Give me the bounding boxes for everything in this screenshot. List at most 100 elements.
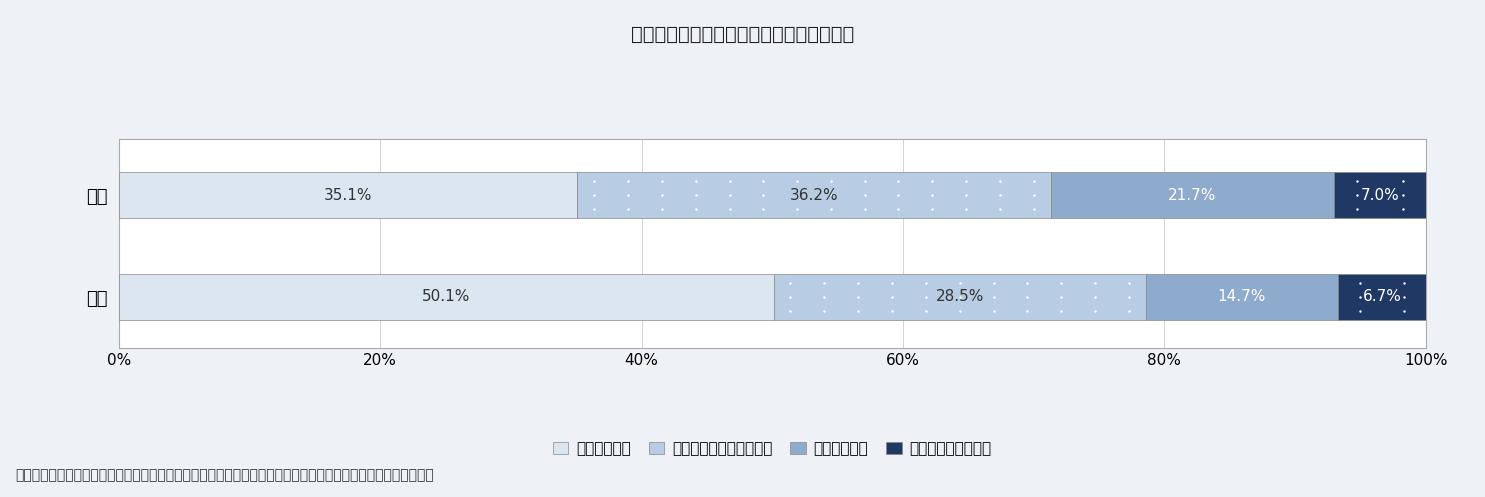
- Text: 図表５　性別にみた客観的健康状態の分布: 図表５ 性別にみた客観的健康状態の分布: [631, 25, 854, 44]
- Point: [717, 191, 741, 199]
- Text: 6.7%: 6.7%: [1362, 289, 1402, 305]
- Point: [1022, 177, 1045, 185]
- Point: [778, 307, 802, 315]
- Point: [846, 279, 870, 287]
- Point: [846, 293, 870, 301]
- Point: [650, 205, 674, 213]
- Point: [1022, 191, 1045, 199]
- Point: [1391, 205, 1415, 213]
- Point: [852, 205, 876, 213]
- Point: [1022, 205, 1045, 213]
- Point: [1391, 177, 1415, 185]
- Point: [881, 293, 904, 301]
- Point: [1348, 293, 1372, 301]
- Bar: [119, 274, 774, 320]
- Point: [955, 177, 979, 185]
- Text: 35.1%: 35.1%: [324, 188, 373, 203]
- Text: 21.7%: 21.7%: [1169, 188, 1216, 203]
- Point: [988, 205, 1011, 213]
- Point: [1348, 279, 1372, 287]
- Bar: [578, 172, 1050, 218]
- Text: 36.2%: 36.2%: [790, 188, 839, 203]
- Point: [820, 205, 843, 213]
- Bar: [1050, 172, 1334, 218]
- Point: [778, 279, 802, 287]
- Bar: [1334, 172, 1426, 218]
- Point: [812, 307, 836, 315]
- Point: [650, 177, 674, 185]
- Point: [913, 307, 937, 315]
- Point: [982, 293, 1005, 301]
- Legend: 差し支え無し, ほんの少し差し支えあり, 差し支えあり, 大いに差し支えあり: 差し支え無し, ほんの少し差し支えあり, 差し支えあり, 大いに差し支えあり: [546, 435, 998, 462]
- Point: [913, 279, 937, 287]
- Point: [887, 205, 910, 213]
- Point: [685, 205, 708, 213]
- Point: [881, 307, 904, 315]
- Point: [616, 177, 640, 185]
- Point: [1391, 307, 1415, 315]
- Bar: [119, 172, 578, 218]
- Point: [582, 205, 606, 213]
- Point: [955, 205, 979, 213]
- Point: [685, 191, 708, 199]
- Text: 28.5%: 28.5%: [936, 289, 985, 305]
- Point: [988, 177, 1011, 185]
- Point: [921, 191, 944, 199]
- Point: [786, 177, 809, 185]
- Point: [947, 279, 971, 287]
- Point: [717, 205, 741, 213]
- Point: [616, 191, 640, 199]
- Point: [887, 177, 910, 185]
- Point: [1345, 177, 1369, 185]
- Point: [1391, 293, 1415, 301]
- Text: （資料）　（公財）生命保険文化センターの「ライフマネジメントに関する高齢者の意識調査」より筆者作成。: （資料） （公財）生命保険文化センターの「ライフマネジメントに関する高齢者の意識…: [15, 468, 434, 482]
- Point: [1016, 293, 1040, 301]
- Point: [982, 279, 1005, 287]
- Point: [913, 293, 937, 301]
- Point: [582, 177, 606, 185]
- Point: [1016, 307, 1040, 315]
- Point: [1050, 279, 1074, 287]
- Point: [921, 177, 944, 185]
- Point: [852, 177, 876, 185]
- Point: [1083, 293, 1106, 301]
- Point: [616, 205, 640, 213]
- Point: [812, 279, 836, 287]
- Point: [1345, 205, 1369, 213]
- Point: [1348, 307, 1372, 315]
- Point: [778, 293, 802, 301]
- Text: 14.7%: 14.7%: [1218, 289, 1267, 305]
- Bar: [1338, 274, 1426, 320]
- Point: [1016, 279, 1040, 287]
- Point: [988, 191, 1011, 199]
- Point: [1117, 293, 1140, 301]
- Point: [1391, 279, 1415, 287]
- Point: [947, 307, 971, 315]
- Point: [1083, 307, 1106, 315]
- Point: [717, 177, 741, 185]
- Point: [852, 191, 876, 199]
- Point: [921, 205, 944, 213]
- Point: [751, 177, 775, 185]
- Point: [887, 191, 910, 199]
- Point: [1117, 279, 1140, 287]
- Bar: [774, 274, 1146, 320]
- Text: 7.0%: 7.0%: [1360, 188, 1399, 203]
- Point: [1083, 279, 1106, 287]
- Point: [582, 191, 606, 199]
- Text: 50.1%: 50.1%: [422, 289, 471, 305]
- Point: [751, 205, 775, 213]
- Point: [685, 177, 708, 185]
- Point: [1050, 307, 1074, 315]
- Point: [1391, 191, 1415, 199]
- Bar: [1146, 274, 1338, 320]
- Point: [955, 191, 979, 199]
- Point: [786, 205, 809, 213]
- Point: [820, 177, 843, 185]
- Point: [751, 191, 775, 199]
- Point: [982, 307, 1005, 315]
- Point: [947, 293, 971, 301]
- Point: [1050, 293, 1074, 301]
- Point: [881, 279, 904, 287]
- Point: [650, 191, 674, 199]
